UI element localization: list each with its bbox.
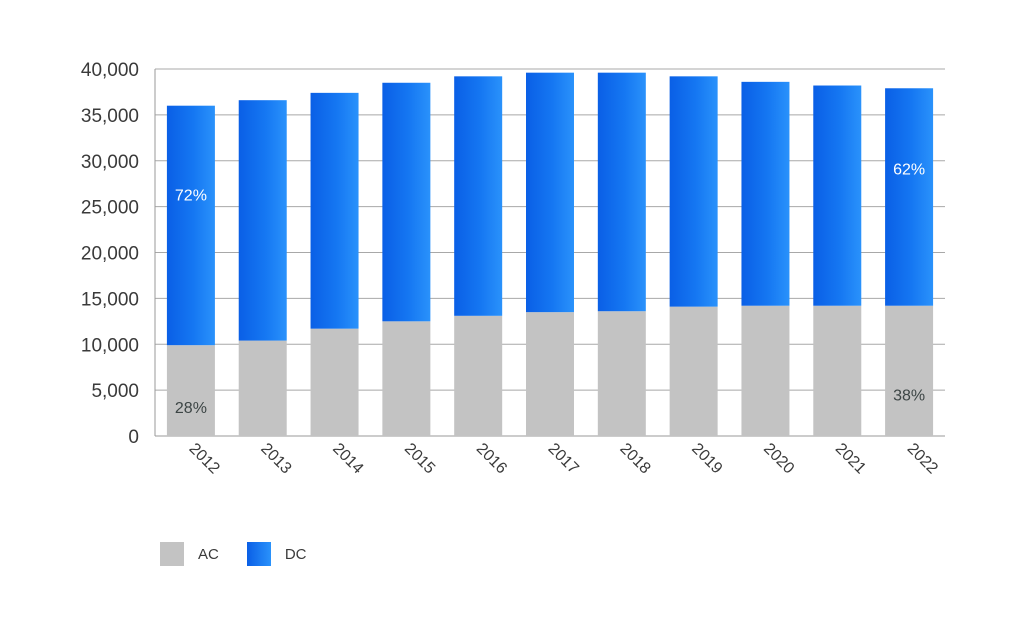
bar-ac-2014 [310,328,359,436]
bar-ac-2018 [597,311,646,436]
pct-label-ac-2022: 38% [893,387,925,404]
pct-label-dc-2012: 72% [175,187,207,204]
bar-dc-2013 [238,100,287,341]
bar-ac-2017 [526,312,574,436]
legend: AC DC [160,542,307,566]
bar-dc-2020 [741,81,790,306]
y-tick-label: 25,000 [81,198,139,219]
bar-ac-2012 [166,345,215,436]
bar-dc-2021 [813,85,862,306]
bar-dc-2022 [885,88,934,306]
x-tick-label: 2013 [257,440,294,477]
bars [166,72,934,436]
x-tick-label: 2012 [185,440,222,477]
x-tick-label: 2022 [904,440,941,477]
bar-ac-2021 [813,305,862,436]
bar-dc-2017 [526,72,574,313]
x-tick-label: 2015 [401,440,438,477]
y-axis-ticks: 0 5,000 10,000 15,000 20,000 25,000 30,000 35,0… [81,60,139,448]
x-tick-label: 2020 [760,440,797,477]
bar-dc-2019 [669,76,718,307]
legend-item-dc: DC [246,542,307,566]
bar-ac-2019 [669,306,718,436]
y-tick-label: 30,000 [81,152,139,173]
bar-ac-2020 [741,305,790,436]
x-tick-label: 2014 [329,440,366,477]
y-tick-label: 5,000 [91,381,139,402]
legend-swatch-dc [246,542,271,566]
pct-label-dc-2022: 62% [893,162,925,179]
legend-label-dc: DC [284,545,307,563]
bar-ac-2016 [454,315,503,436]
y-tick-label: 35,000 [81,106,139,127]
bar-ac-2013 [238,340,287,436]
x-tick-label: 2019 [688,440,725,477]
y-tick-label: 20,000 [81,244,139,265]
bar-dc-2018 [597,72,646,312]
bar-dc-2012 [166,105,215,346]
percentage-labels: 72% 28% 62% 38% [175,162,925,417]
y-tick-label: 10,000 [81,335,139,356]
x-tick-label: 2017 [545,440,582,477]
x-tick-label: 2018 [616,440,653,477]
legend-label-ac: AC [198,545,219,563]
legend-swatch-ac [160,542,184,566]
x-axis-ticks: 2012 2013 2014 2015 2016 2017 2018 2019 2020 2021… [185,440,940,477]
bar-dc-2016 [454,76,503,316]
bar-ac-2022 [885,305,934,436]
y-tick-label: 40,000 [81,60,139,81]
bar-ac-2015 [382,321,431,436]
bar-dc-2015 [382,82,431,322]
y-tick-label: 15,000 [81,289,139,310]
y-tick-label: 0 [128,427,139,448]
bar-dc-2014 [310,92,359,329]
pct-label-ac-2012: 28% [175,400,207,417]
legend-item-ac: AC [160,542,219,566]
x-tick-label: 2016 [473,440,510,477]
x-tick-label: 2021 [832,440,869,477]
